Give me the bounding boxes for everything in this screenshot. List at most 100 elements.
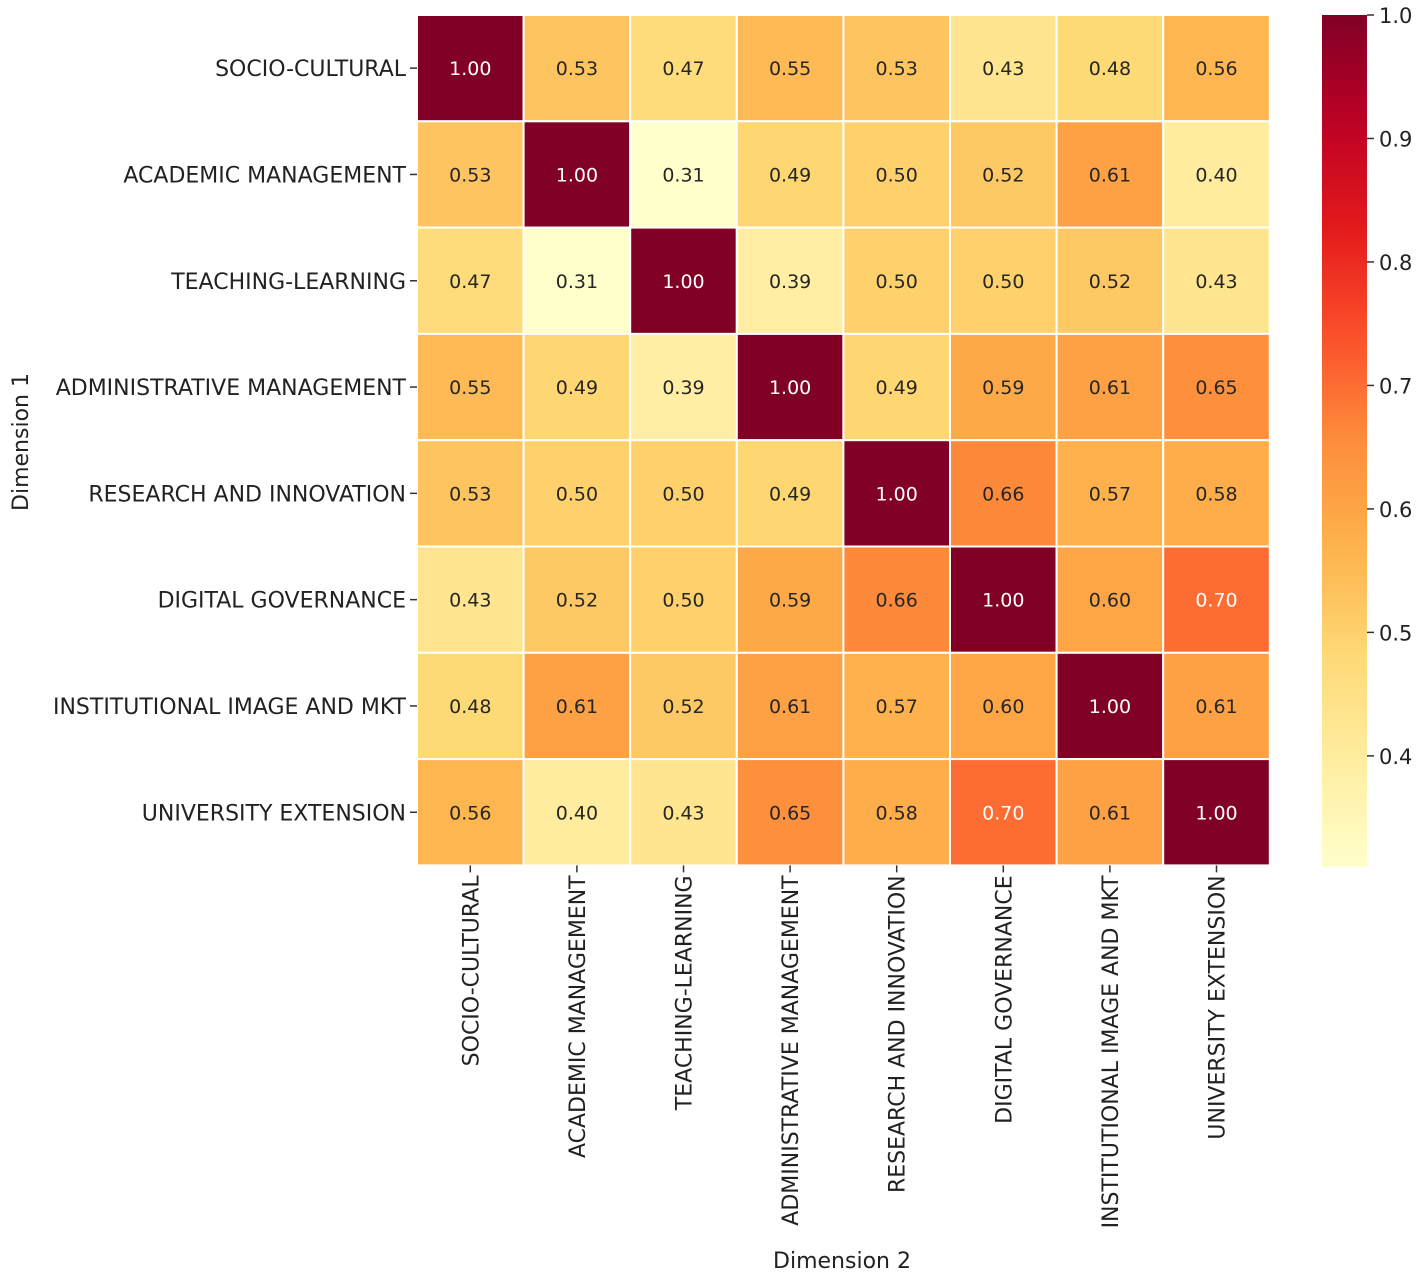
heatmap-cell-r0-c5	[949, 14, 1058, 123]
cell-value-label: 1.00	[556, 164, 598, 186]
x-axis-tick-labels: SOCIO-CULTURAL ACADEMIC MANAGEMENT TEACHIN…	[459, 865, 1231, 1229]
y-axis-title: Dimension 1	[9, 373, 34, 511]
x-tick-label: UNIVERSITY EXTENSION	[1206, 875, 1231, 1139]
cell-value-label: 0.43	[1195, 271, 1237, 293]
cell-value-label: 0.47	[662, 58, 704, 80]
heatmap-cell-r1-c1	[522, 120, 632, 229]
y-tick-label: SOCIO-CULTURAL	[215, 57, 407, 82]
colorbar-tick-label: 0.8	[1379, 251, 1412, 275]
cell-value-label: 0.58	[876, 802, 918, 824]
heatmap-cell-r4-c3	[735, 439, 845, 548]
cell-value-label: 0.49	[769, 164, 811, 186]
x-tick-label: ACADEMIC MANAGEMENT	[566, 875, 591, 1158]
cell-value-label: 0.39	[769, 271, 811, 293]
heatmap-cell-r5-c6	[1055, 545, 1165, 654]
heatmap-cell-r0-c0	[416, 14, 525, 123]
heatmap-cell-r7-c3	[735, 758, 845, 867]
cell-value-label: 0.57	[1089, 483, 1131, 505]
heatmap-cell-r4-c6	[1055, 439, 1165, 548]
heatmap-cell-r2-c4	[842, 226, 952, 335]
colorbar: 0.4 0.5 0.6 0.7 0.8 0.9 1.0	[1322, 4, 1412, 867]
cell-value-label: 0.70	[982, 802, 1024, 824]
y-axis-tick-labels: SOCIO-CULTURAL ACADEMIC MANAGEMENT TEACHIN…	[53, 57, 417, 826]
cell-value-label: 0.52	[556, 590, 598, 612]
colorbar-tick-label: 0.4	[1379, 745, 1412, 769]
heatmap-cell-r6-c2	[629, 651, 738, 761]
cell-value-label: 0.61	[1089, 377, 1131, 399]
heatmap-cell-r6-c4	[842, 651, 952, 761]
cell-value-label: 0.70	[1195, 590, 1237, 612]
cell-value-label: 0.65	[1195, 377, 1237, 399]
x-tick-label: ADMINISTRATIVE MANAGEMENT	[779, 875, 804, 1226]
heatmap-cell-r2-c3	[735, 226, 845, 335]
heatmap-cell-r2-c6	[1055, 226, 1165, 335]
heatmap-cell-r2-c7	[1162, 226, 1271, 335]
heatmap-cell-r3-c4	[842, 332, 952, 442]
cell-value-label: 0.65	[769, 802, 811, 824]
cell-value-label: 0.40	[1195, 164, 1237, 186]
cell-value-label: 0.59	[769, 590, 811, 612]
cell-value-label: 0.60	[1089, 590, 1131, 612]
heatmap-cell-r5-c2	[629, 545, 738, 654]
heatmap-cell-r6-c6	[1055, 651, 1165, 761]
x-tick-label: DIGITAL GOVERNANCE	[992, 875, 1017, 1123]
heatmap-cell-r6-c5	[949, 651, 1058, 761]
y-tick-label: ADMINISTRATIVE MANAGEMENT	[56, 376, 407, 401]
x-tick-label: SOCIO-CULTURAL	[459, 875, 484, 1067]
cell-value-label: 1.00	[982, 590, 1024, 612]
cell-value-label: 0.55	[449, 377, 491, 399]
heatmap-cell-r6-c7	[1162, 651, 1271, 761]
cell-value-label: 0.61	[769, 696, 811, 718]
heatmap-cells	[416, 14, 1271, 867]
cell-value-label: 1.00	[876, 483, 918, 505]
heatmap-cell-r5-c5	[949, 545, 1058, 654]
heatmap-cell-labels: 1.00 0.53 0.47 0.55 0.53 0.43 0.48 0.56 0.53 1.00…	[449, 58, 1238, 824]
cell-value-label: 0.56	[1195, 58, 1237, 80]
y-tick-label: ACADEMIC MANAGEMENT	[123, 163, 406, 188]
cell-value-label: 0.39	[662, 377, 704, 399]
cell-value-label: 0.43	[982, 58, 1024, 80]
x-tick-label: INSTITUTIONAL IMAGE AND MKT	[1099, 875, 1124, 1229]
colorbar-tick-label: 0.5	[1379, 621, 1412, 645]
cell-value-label: 0.53	[876, 58, 918, 80]
y-tick-label: TEACHING-LEARNING	[170, 270, 406, 295]
heatmap-cell-r7-c5	[949, 758, 1058, 867]
cell-value-label: 0.61	[1089, 802, 1131, 824]
cell-value-label: 0.31	[662, 164, 704, 186]
cell-value-label: 0.53	[556, 58, 598, 80]
heatmap-cell-r3-c6	[1055, 332, 1165, 442]
cell-value-label: 0.53	[449, 483, 491, 505]
cell-value-label: 0.52	[1089, 271, 1131, 293]
cell-value-label: 1.00	[1195, 802, 1237, 824]
cell-value-label: 0.50	[662, 590, 704, 612]
cell-value-label: 0.66	[876, 590, 918, 612]
cell-value-label: 0.52	[982, 164, 1024, 186]
heatmap-cell-r1-c7	[1162, 120, 1271, 229]
colorbar-tick-label: 0.9	[1379, 127, 1412, 151]
cell-value-label: 0.56	[449, 802, 491, 824]
cell-value-label: 0.61	[1195, 696, 1237, 718]
cell-value-label: 0.52	[662, 696, 704, 718]
cell-value-label: 0.59	[982, 377, 1024, 399]
heatmap-cell-r0-c2	[629, 14, 738, 123]
cell-value-label: 0.49	[769, 483, 811, 505]
heatmap-cell-r3-c3	[735, 332, 845, 442]
cell-value-label: 0.40	[556, 802, 598, 824]
x-tick-label: RESEARCH AND INNOVATION	[886, 875, 911, 1193]
heatmap-cell-r2-c1	[522, 226, 632, 335]
cell-value-label: 0.61	[1089, 164, 1131, 186]
heatmap-cell-r7-c7	[1162, 758, 1271, 867]
cell-value-label: 0.50	[876, 164, 918, 186]
cell-value-label: 0.55	[769, 58, 811, 80]
x-axis-title: Dimension 2	[773, 1249, 911, 1274]
y-tick-label: RESEARCH AND INNOVATION	[88, 482, 406, 507]
cell-value-label: 0.50	[662, 483, 704, 505]
cell-value-label: 0.53	[449, 164, 491, 186]
cell-value-label: 0.50	[556, 483, 598, 505]
cell-value-label: 0.31	[556, 271, 598, 293]
cell-value-label: 1.00	[1089, 696, 1131, 718]
cell-value-label: 0.50	[876, 271, 918, 293]
cell-value-label: 1.00	[662, 271, 704, 293]
cell-value-label: 1.00	[449, 58, 491, 80]
